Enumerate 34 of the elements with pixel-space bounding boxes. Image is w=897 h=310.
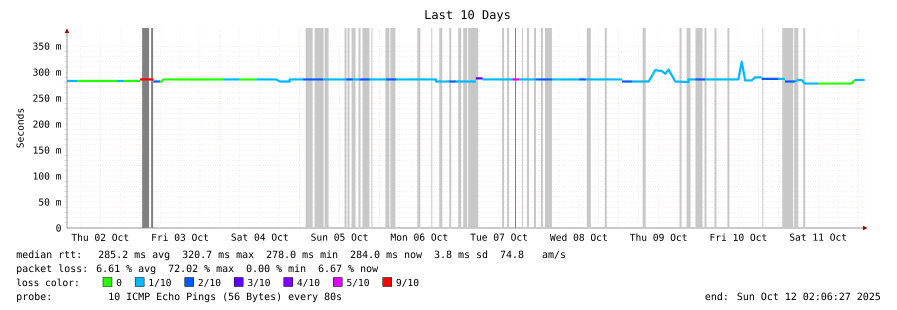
chart-title: Last 10 Days [425,10,510,22]
y-tick-label: 0 [56,224,61,232]
line-series [630,68,696,84]
text: packet loss: 6.61 % avg 72.02 % max 0.00 % min 6.67 % now [17,264,378,274]
legend-label: 3/10 [248,278,270,287]
y-tick-label: 150 m [34,146,62,154]
x-tick-label: Tue 07 Oct [470,234,528,241]
y-tick-label: 50 m [39,198,62,206]
x-tick-label: Wed 08 Oct [550,234,607,241]
x-tick-label: Mon 06 Oct [390,234,448,241]
x-tick-label: Thu 02 Oct [72,234,128,241]
line-series [704,60,763,82]
y-tick-label: 350 m [33,42,62,50]
legend-title: loss color: [16,278,78,286]
x-tick-label: Sat 11 Oct [790,234,846,241]
y-axis-title: Seconds [16,108,24,148]
legend-label: 0 [116,278,122,286]
y-tick-label: 100 m [34,172,62,180]
legend-label: 9/10 [396,278,418,287]
legend-label: 4/10 [297,278,320,287]
x-tick-label: Fri 10 Oct [710,234,766,241]
y-tick-label: 300 m [33,68,62,76]
y-tick-label: 250 m [33,94,62,102]
y-tick-label: 200 m [33,120,62,128]
x-tick-label: Thu 09 Oct [630,234,687,241]
legend-label: 5/10 [347,278,369,287]
x-tick-label: Sun 05 Oct [311,234,368,241]
legend-label: 2/10 [198,278,220,287]
text: end: Sun Oct 12 02:06:27 2025 [705,292,880,300]
text: probe: 10 ICMP Echo Pings (56 Bytes) every 80s [17,292,342,302]
x-tick-label: Sat 04 Oct [232,234,288,241]
legend-label: 1/10 [150,278,171,287]
x-tick-label: Fri 03 Oct [152,234,208,241]
text: median rtt: 285.2 ms avg 320.7 ms max 278.0 ms min 284.0 ms now 3.8 ms sd 74.8 am/s [16,250,565,260]
